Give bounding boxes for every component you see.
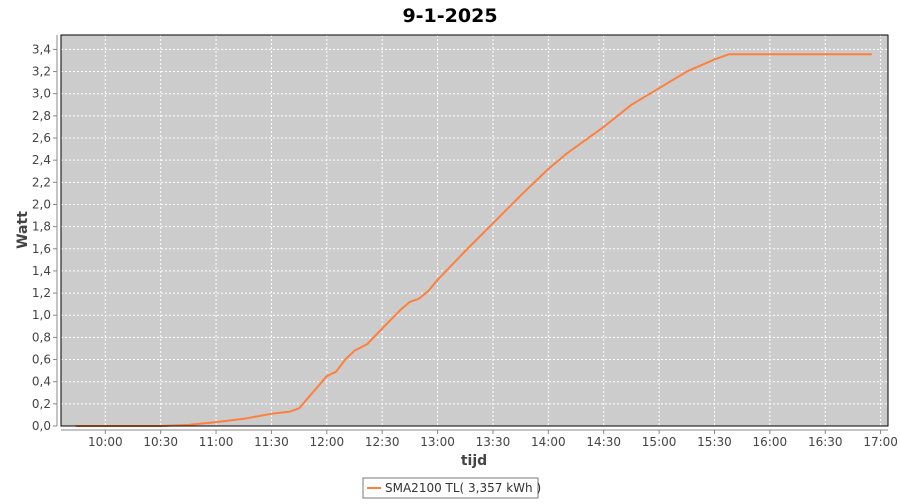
data-point bbox=[215, 421, 217, 423]
y-tick-label: 2,4 bbox=[32, 153, 51, 167]
y-tick-label: 1,0 bbox=[32, 308, 51, 322]
data-point bbox=[381, 327, 384, 330]
x-ticks: 10:00 10:30 11:00 11:30 12:00 12:30 13:00 13:30… bbox=[88, 430, 898, 449]
series-layer bbox=[74, 53, 873, 427]
data-point bbox=[713, 58, 716, 61]
data-point bbox=[409, 301, 411, 303]
data-point bbox=[270, 413, 273, 415]
data-point bbox=[187, 424, 190, 426]
chart-title: 9-1-2025 bbox=[402, 5, 497, 27]
y-ticks: 0,0 0,2 0,4 0,6 0,8 1,0 1,2 1,4 1,6 1,8 2,0 2,2 2,4 2… bbox=[32, 42, 57, 433]
data-point bbox=[464, 250, 467, 252]
legend-label: SMA2100 TL( 3,357 kWh ) bbox=[385, 481, 541, 495]
data-point bbox=[366, 343, 369, 345]
y-tick-label: 0,6 bbox=[32, 353, 51, 367]
data-point bbox=[685, 70, 688, 73]
y-tick-label: 2,0 bbox=[32, 197, 51, 211]
legend-box bbox=[362, 477, 539, 499]
data-point bbox=[298, 407, 300, 410]
data-point bbox=[344, 358, 347, 361]
y-tick-label: 3,0 bbox=[32, 87, 51, 101]
y-tick-label: 1,4 bbox=[32, 264, 51, 278]
y-tick-label: 2,8 bbox=[32, 109, 51, 123]
data-point bbox=[418, 297, 420, 300]
data-point bbox=[547, 168, 550, 170]
data-point bbox=[602, 126, 605, 128]
data-point bbox=[658, 87, 660, 89]
x-axis-label: tijd bbox=[461, 453, 487, 469]
x-tick-label: 15:00 bbox=[642, 435, 677, 449]
data-point bbox=[427, 290, 430, 292]
data-point bbox=[519, 194, 522, 197]
y-tick-label: 3,2 bbox=[32, 65, 51, 79]
data-point bbox=[399, 308, 402, 311]
data-point bbox=[436, 278, 439, 281]
x-tick-label: 11:30 bbox=[254, 435, 289, 449]
y-tick-label: 3,4 bbox=[32, 42, 51, 56]
legend: SMA2100 TL( 3,357 kWh ) bbox=[362, 477, 541, 499]
x-tick-label: 11:00 bbox=[199, 435, 234, 449]
y-tick-label: 0,4 bbox=[32, 375, 51, 389]
x-tick-label: 16:00 bbox=[753, 435, 788, 449]
x-tick-label: 10:30 bbox=[143, 435, 178, 449]
data-point bbox=[565, 152, 568, 155]
y-tick-label: 2,6 bbox=[32, 131, 51, 145]
plot-border bbox=[60, 34, 889, 427]
data-point bbox=[870, 53, 873, 55]
x-tick-label: 13:00 bbox=[420, 435, 455, 449]
y-tick-label: 0,0 bbox=[32, 419, 51, 433]
y-tick-label: 1,2 bbox=[32, 286, 51, 300]
grid bbox=[61, 35, 888, 426]
data-point bbox=[335, 370, 337, 373]
x-tick-label: 14:00 bbox=[531, 435, 566, 449]
x-tick-label: 16:30 bbox=[808, 435, 843, 449]
data-point bbox=[728, 53, 731, 55]
data-point bbox=[289, 410, 291, 413]
data-point bbox=[326, 375, 328, 377]
x-tick-label: 13:30 bbox=[476, 435, 511, 449]
x-tick-label: 12:30 bbox=[365, 435, 400, 449]
y-axis-label: Watt bbox=[15, 211, 31, 249]
x-tick-label: 10:00 bbox=[88, 435, 123, 449]
data-point bbox=[492, 222, 494, 225]
x-tick-label: 15:30 bbox=[697, 435, 732, 449]
data-point bbox=[353, 349, 356, 352]
y-tick-label: 0,8 bbox=[32, 330, 51, 344]
y-tick-label: 1,8 bbox=[32, 220, 51, 234]
x-tick-label: 14:30 bbox=[586, 435, 621, 449]
x-tick-label: 17:00 bbox=[863, 435, 898, 449]
data-point bbox=[242, 418, 245, 420]
y-tick-label: 1,6 bbox=[32, 242, 51, 256]
plot-area bbox=[61, 35, 888, 426]
x-tick-label: 12:00 bbox=[310, 435, 345, 449]
y-tick-label: 2,2 bbox=[32, 175, 51, 189]
y-tick-label: 0,2 bbox=[32, 397, 51, 411]
data-point bbox=[630, 103, 633, 106]
